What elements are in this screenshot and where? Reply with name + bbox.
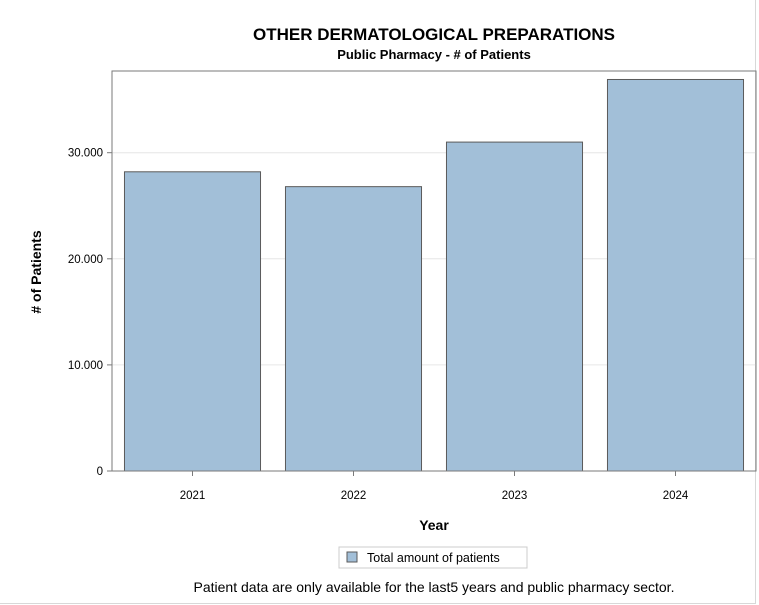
bar-2021 bbox=[123, 171, 262, 472]
x-tick-label: 2022 bbox=[341, 490, 367, 502]
x-tick-label: 2023 bbox=[502, 490, 528, 502]
legend-swatch bbox=[346, 551, 358, 563]
legend-border bbox=[338, 546, 528, 569]
x-tick-label: 2024 bbox=[663, 490, 689, 502]
y-tick-label: 30.000 bbox=[68, 148, 103, 160]
chart-subtitle: Public Pharmacy - # of Patients bbox=[337, 47, 531, 62]
bars bbox=[123, 78, 745, 472]
y-tick-label: 0 bbox=[97, 466, 103, 478]
x-axis-ticks: 2021 2022 2023 2024 bbox=[180, 471, 689, 502]
chart-title: OTHER DERMATOLOGICAL PREPARATIONS bbox=[253, 25, 615, 44]
bar-2022 bbox=[284, 186, 423, 472]
y-tick-label: 20.000 bbox=[68, 254, 103, 266]
x-axis-title: Year bbox=[419, 517, 449, 533]
bar-2023 bbox=[445, 141, 584, 472]
legend: Total amount of patients bbox=[338, 546, 528, 569]
footnote: Patient data are only available for the … bbox=[194, 579, 675, 595]
y-tick-label: 10.000 bbox=[68, 360, 103, 372]
plot-area-border bbox=[111, 70, 757, 472]
bar-2024 bbox=[606, 78, 745, 472]
x-tick-label: 2021 bbox=[180, 490, 206, 502]
legend-label: Total amount of patients bbox=[367, 551, 500, 565]
y-axis-ticks: 0 10.000 20.000 30.000 bbox=[68, 148, 112, 478]
y-axis-title: # of Patients bbox=[28, 230, 44, 313]
